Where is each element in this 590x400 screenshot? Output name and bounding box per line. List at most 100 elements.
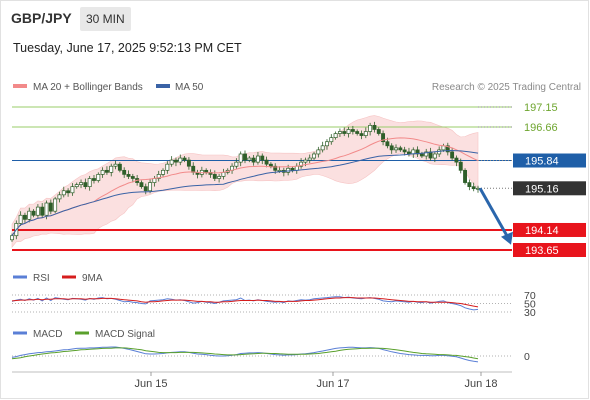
candle-body <box>372 125 377 130</box>
forecast-arrow-head <box>501 231 513 245</box>
candle-body <box>307 157 312 161</box>
level-tag-193-65 <box>513 243 586 257</box>
candle-body <box>40 206 45 216</box>
rsi-legend-label: RSI <box>33 273 50 284</box>
ma20-legend-swatch <box>13 84 27 88</box>
x-tick-label: Jun 15 <box>134 378 167 390</box>
candle-body <box>450 151 455 159</box>
rsi-level-label-70: 70 <box>524 290 536 302</box>
candle-body <box>458 161 463 171</box>
candle-body <box>178 157 183 163</box>
candle-body <box>217 176 222 179</box>
ma50-legend-label: MA 50 <box>175 82 204 93</box>
rsi-ma-line <box>11 297 479 308</box>
rsi-ma-legend-label: 9MA <box>82 273 103 284</box>
candle-body <box>394 147 398 151</box>
candle-body <box>273 165 278 171</box>
x-tick-label: Jun 17 <box>316 378 349 390</box>
candle-body <box>376 129 381 134</box>
candle-body <box>48 202 53 212</box>
candle-body <box>74 184 79 188</box>
candle-body <box>169 159 174 165</box>
macd-legend-label: MACD <box>33 329 62 340</box>
credit-text: Research © 2025 Trading Central <box>432 82 581 93</box>
candle-body <box>260 155 265 161</box>
candle-body <box>333 133 338 138</box>
rsi-level-label-30: 30 <box>524 307 536 319</box>
candle-body <box>83 182 88 188</box>
candle-body <box>148 182 153 192</box>
macd-zero-label: 0 <box>524 351 530 363</box>
candle-body <box>221 172 226 177</box>
level-tag-195-84 <box>513 153 586 168</box>
candle-body <box>22 214 27 220</box>
rsi-level-label-50: 50 <box>524 299 536 311</box>
candle-body <box>109 165 114 173</box>
level-label-194-14: 194.14 <box>525 225 559 237</box>
candle-body <box>79 182 83 185</box>
candle-body <box>27 210 32 220</box>
candle-body <box>117 163 122 171</box>
candle-body <box>255 155 260 163</box>
candle-body <box>432 153 437 159</box>
candle-body <box>161 169 165 175</box>
candle-body <box>290 167 295 171</box>
candle-body <box>463 169 468 183</box>
candle-body <box>363 131 368 136</box>
macd-signal-legend-label: MACD Signal <box>95 329 155 340</box>
candle-body <box>87 178 92 188</box>
candle-body <box>359 133 364 136</box>
candle-body <box>320 145 325 151</box>
candle-body <box>234 161 239 167</box>
candle-body <box>385 141 390 147</box>
candle-body <box>454 157 459 163</box>
candle-body <box>303 159 308 163</box>
candle-body <box>70 186 75 194</box>
candle-body <box>419 153 424 157</box>
timeframe-button[interactable]: 30 MIN <box>80 7 131 31</box>
ma50-line <box>11 149 479 236</box>
ma50-legend-swatch <box>156 84 170 88</box>
candle-body <box>312 153 316 159</box>
candle-body <box>92 178 96 181</box>
level-label-193-65: 193.65 <box>525 245 559 257</box>
candle-body <box>402 149 407 153</box>
macd-line <box>11 346 479 363</box>
candle-body <box>212 174 217 179</box>
candle-body <box>156 174 161 179</box>
candle-body <box>143 186 148 192</box>
candle-body <box>350 129 355 132</box>
level-label-195-84: 195.84 <box>525 156 559 168</box>
macd-signal-line <box>11 347 479 360</box>
candle-body <box>243 153 247 161</box>
candle-body <box>182 157 187 161</box>
candle-body <box>445 145 450 153</box>
candle-body <box>325 141 329 147</box>
candle-body <box>174 159 178 163</box>
level-label-197-15: 197.15 <box>524 102 558 114</box>
candle-body <box>31 210 36 216</box>
level-tag-195-16 <box>513 181 586 196</box>
candle-body <box>251 157 256 163</box>
candle-body <box>61 190 66 196</box>
candle-body <box>10 235 14 241</box>
level-tag-194-14 <box>513 222 586 237</box>
candle-body <box>286 167 291 173</box>
candle-body <box>53 198 58 212</box>
candle-body <box>152 178 157 183</box>
candle-body <box>337 131 342 134</box>
candle-body <box>316 149 321 155</box>
candle-body <box>264 159 269 165</box>
instrument-title: GBP/JPY <box>11 10 72 26</box>
candle-body <box>407 151 411 155</box>
timestamp: Tuesday, June 17, 2025 9:52:13 PM CET <box>13 41 242 55</box>
level-label-196-66: 196.66 <box>524 122 558 134</box>
candle-body <box>18 214 23 224</box>
level-label-195-16: 195.16 <box>525 183 559 195</box>
candle-body <box>113 163 118 167</box>
bollinger-band <box>11 115 479 248</box>
candle-body <box>139 182 144 188</box>
candle-body <box>398 147 403 151</box>
